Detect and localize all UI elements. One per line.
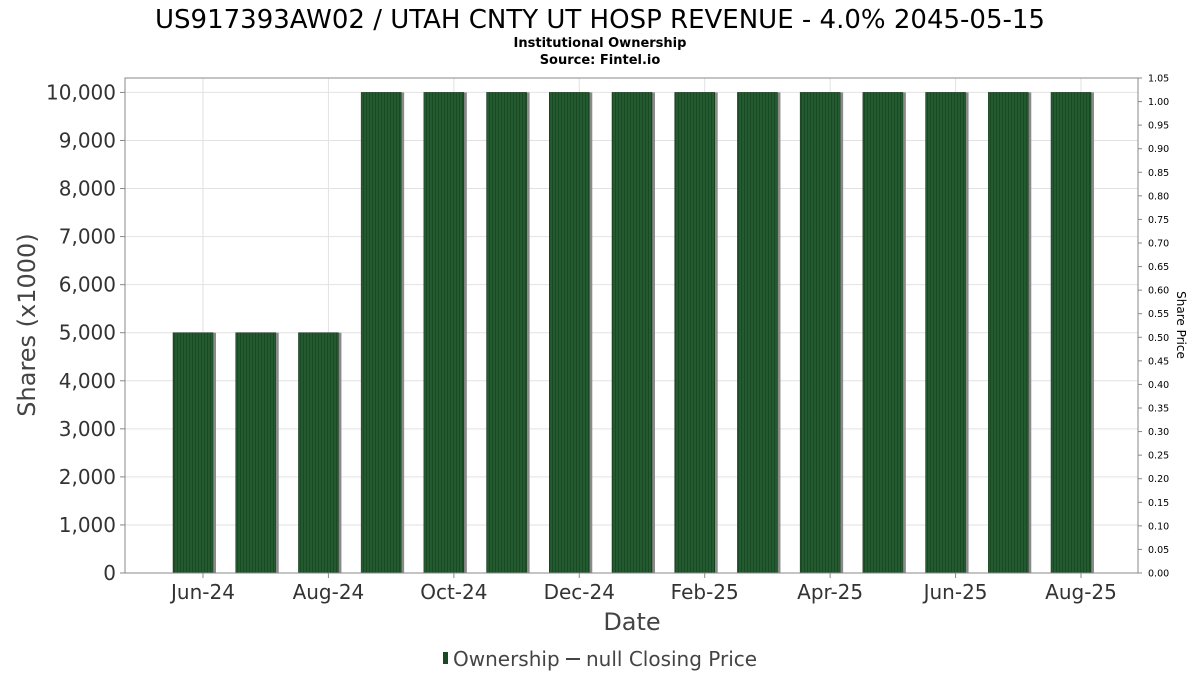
chart-source: Source: Fintel.io (540, 53, 661, 68)
ownership-bar (1050, 92, 1092, 574)
ownership-legend-label: Ownership (453, 647, 560, 671)
y2-tick-label: 0.70 (1148, 239, 1169, 250)
y2-tick-label: 0.65 (1148, 262, 1169, 273)
y2-tick-label: 0.35 (1148, 404, 1169, 415)
ownership-bar (988, 92, 1029, 574)
legend: Ownership null Closing Price (443, 647, 757, 671)
secondary-y-axis-ticks: 0.00 0.05 0.10 0.15 0.20 0.25 0.30 0.35 0.40 0.45… (1138, 74, 1169, 580)
y2-tick-label: 0.30 (1148, 427, 1169, 438)
y2-tick-label: 0.40 (1148, 380, 1169, 391)
ownership-bar (674, 92, 715, 574)
x-tick-label: Apr-25 (797, 580, 863, 604)
y2-tick-label: 0.75 (1148, 215, 1169, 226)
ownership-bar (862, 92, 904, 574)
x-tick-label: Aug-25 (1045, 580, 1117, 604)
y2-tick-label: 1.05 (1148, 74, 1169, 85)
ownership-bar (925, 92, 966, 574)
y-tick-label: 1,000 (59, 513, 116, 537)
x-tick-label: Aug-24 (293, 580, 365, 604)
y-tick-label: 10,000 (46, 80, 116, 104)
y-tick-label: 9,000 (59, 128, 116, 152)
y-tick-label: 6,000 (59, 273, 116, 297)
y2-tick-label: 0.80 (1148, 191, 1169, 202)
x-tick-label: Dec-24 (544, 580, 615, 604)
y2-tick-label: 0.60 (1148, 286, 1169, 297)
x-tick-label: Feb-25 (671, 580, 739, 604)
y2-tick-label: 0.10 (1148, 521, 1169, 532)
y-tick-label: 4,000 (59, 369, 116, 393)
y-tick-label: 8,000 (59, 177, 116, 201)
y2-tick-label: 0.45 (1148, 356, 1169, 367)
x-tick-label: Jun-24 (169, 580, 235, 604)
ownership-bar (799, 92, 841, 574)
chart-title: US917393AW02 / UTAH CNTY UT HOSP REVENUE… (155, 5, 1045, 35)
y-tick-label: 3,000 (59, 417, 116, 441)
ownership-legend-swatch (443, 652, 448, 664)
x-axis-label: Date (603, 608, 660, 636)
ownership-bars (172, 92, 1094, 574)
ownership-bar (611, 92, 653, 574)
y2-tick-label: 0.50 (1148, 333, 1169, 344)
y-tick-label: 0 (103, 561, 116, 585)
y2-tick-label: 0.55 (1148, 309, 1169, 320)
y2-tick-label: 1.00 (1148, 97, 1169, 108)
ownership-bar (172, 332, 214, 574)
y2-tick-label: 0.25 (1148, 451, 1169, 462)
x-tick-label: Jun-25 (922, 580, 988, 604)
chart-subtitle: Institutional Ownership (514, 36, 687, 51)
y2-tick-label: 0.05 (1148, 545, 1169, 556)
y-tick-label: 7,000 (59, 225, 116, 249)
plot-area-frame (124, 77, 1139, 574)
y2-tick-label: 0.95 (1148, 121, 1169, 132)
y-axis-ticks: 0 1,000 2,000 3,000 4,000 5,000 6,000 7,000 8,00… (46, 80, 125, 585)
ownership-bar (423, 92, 465, 574)
y-axis-label: Shares (x1000) (13, 233, 41, 416)
y2-tick-label: 0.00 (1148, 569, 1169, 580)
ownership-bar (486, 92, 527, 574)
y2-tick-label: 0.85 (1148, 168, 1169, 179)
ownership-bar (298, 332, 339, 574)
y-tick-label: 5,000 (59, 321, 116, 345)
price-legend-label: null Closing Price (586, 647, 757, 671)
y-tick-label: 2,000 (59, 465, 116, 489)
ownership-bar (737, 92, 778, 574)
secondary-y-axis-label: Share Price (1174, 291, 1188, 359)
ownership-bar (549, 92, 590, 574)
y2-tick-label: 0.90 (1148, 144, 1169, 155)
y2-tick-label: 0.20 (1148, 474, 1169, 485)
x-tick-label: Oct-24 (420, 580, 487, 604)
ownership-bar (235, 332, 276, 574)
y2-tick-label: 0.15 (1148, 498, 1169, 509)
ownership-bar (360, 92, 402, 574)
x-axis-ticks: Jun-24 Aug-24 Oct-24 Dec-24 Feb-25 Apr-25 Jun-… (169, 573, 1117, 604)
